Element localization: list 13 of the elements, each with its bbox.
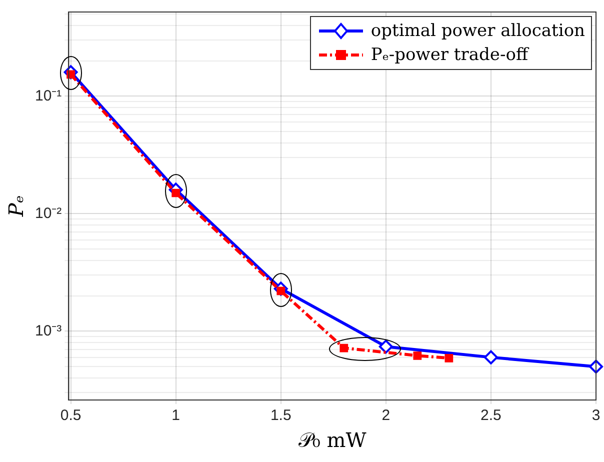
x-tick-label: 2 — [382, 407, 390, 424]
y-axis-title: Pₑ — [4, 195, 28, 218]
x-tick-label: 3 — [592, 407, 600, 424]
y-tick-label: 10⁻³ — [34, 322, 62, 340]
y-tick-label: 10⁻² — [34, 204, 62, 222]
x-tick-label: 0.5 — [60, 407, 82, 424]
y-tick-label: 10⁻¹ — [34, 87, 62, 104]
legend-label: Pₑ-power trade-off — [370, 44, 528, 67]
x-tick-label: 2.5 — [480, 407, 502, 424]
legend-label: optimal power allocation — [370, 20, 585, 43]
x-tick-label: 1 — [172, 407, 180, 424]
x-axis-title: 𝒫₀ mW — [298, 428, 367, 452]
x-tick-label: 1.5 — [270, 407, 292, 424]
